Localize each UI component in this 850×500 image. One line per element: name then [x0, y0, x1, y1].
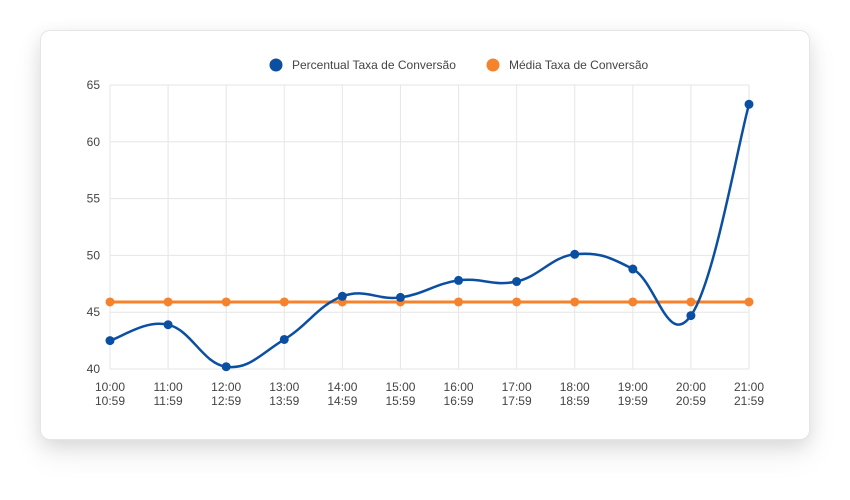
x-tick-label-start: 17:00	[502, 380, 532, 394]
y-tick-label: 65	[87, 78, 101, 92]
grid-layer	[109, 84, 750, 370]
legend-marker	[269, 58, 283, 72]
x-tick-label-start: 15:00	[385, 380, 415, 394]
data-point[interactable]	[686, 297, 696, 307]
data-point[interactable]	[105, 336, 115, 346]
legend-item[interactable]: Média Taxa de Conversão	[486, 58, 649, 72]
data-point[interactable]	[279, 334, 289, 344]
legend-item[interactable]: Percentual Taxa de Conversão	[269, 58, 457, 72]
y-tick-label: 55	[87, 192, 101, 206]
data-point[interactable]	[454, 297, 464, 307]
chart-card: Percentual Taxa de Conversão Média Taxa d…	[40, 30, 810, 440]
y-axis: 40 45 50 55 60 65	[87, 78, 101, 376]
data-point[interactable]	[744, 99, 754, 109]
x-tick-label-end: 13:59	[269, 394, 299, 408]
data-point[interactable]	[337, 291, 347, 301]
x-tick-label-start: 13:00	[269, 380, 299, 394]
x-tick-label-start: 19:00	[618, 380, 648, 394]
legend-marker	[486, 58, 500, 72]
x-tick-label-start: 12:00	[211, 380, 241, 394]
data-point[interactable]	[570, 249, 580, 259]
series-line	[108, 103, 751, 369]
data-point[interactable]	[628, 264, 638, 274]
x-tick-label-end: 16:59	[444, 394, 474, 408]
x-tick-label-start: 20:00	[676, 380, 706, 394]
x-tick-label-end: 15:59	[385, 394, 415, 408]
data-point[interactable]	[395, 292, 405, 302]
x-tick-label-end: 18:59	[560, 394, 590, 408]
x-tick-label-end: 12:59	[211, 394, 241, 408]
data-point[interactable]	[744, 297, 754, 307]
data-point[interactable]	[221, 297, 231, 307]
x-tick-label-end: 14:59	[327, 394, 357, 408]
x-tick-label-start: 18:00	[560, 380, 590, 394]
x-tick-label-start: 10:00	[95, 380, 125, 394]
y-tick-label: 50	[87, 248, 101, 262]
y-tick-label: 40	[87, 362, 101, 376]
x-tick-label-start: 21:00	[734, 380, 764, 394]
series-percentual	[105, 99, 754, 372]
x-tick-label-end: 20:59	[676, 394, 706, 408]
data-point[interactable]	[163, 297, 173, 307]
y-tick-label: 60	[87, 135, 101, 149]
y-tick-label: 45	[87, 305, 101, 319]
data-point[interactable]	[570, 297, 580, 307]
series-layer	[105, 99, 754, 372]
legend-label: Média Taxa de Conversão	[509, 58, 649, 72]
x-tick-label-start: 11:00	[154, 380, 183, 394]
x-tick-label-end: 11:59	[154, 394, 183, 408]
legend-label: Percentual Taxa de Conversão	[292, 58, 456, 72]
data-point[interactable]	[163, 320, 173, 330]
x-tick-label-end: 10:59	[95, 394, 125, 408]
x-tick-label-end: 19:59	[618, 394, 648, 408]
data-point[interactable]	[279, 297, 289, 307]
data-point[interactable]	[105, 297, 115, 307]
x-tick-label-start: 14:00	[327, 380, 357, 394]
data-point[interactable]	[221, 362, 231, 372]
data-point[interactable]	[512, 297, 522, 307]
x-tick-label-end: 17:59	[502, 394, 532, 408]
data-point[interactable]	[454, 275, 464, 285]
series-media	[105, 297, 754, 307]
legend: Percentual Taxa de Conversão Média Taxa d…	[269, 58, 649, 72]
x-tick-label-end: 21:59	[734, 394, 764, 408]
data-point[interactable]	[628, 297, 638, 307]
line-chart: Percentual Taxa de Conversão Média Taxa d…	[87, 58, 765, 408]
data-point[interactable]	[686, 311, 696, 321]
data-point[interactable]	[512, 277, 522, 287]
x-tick-label-start: 16:00	[444, 380, 474, 394]
